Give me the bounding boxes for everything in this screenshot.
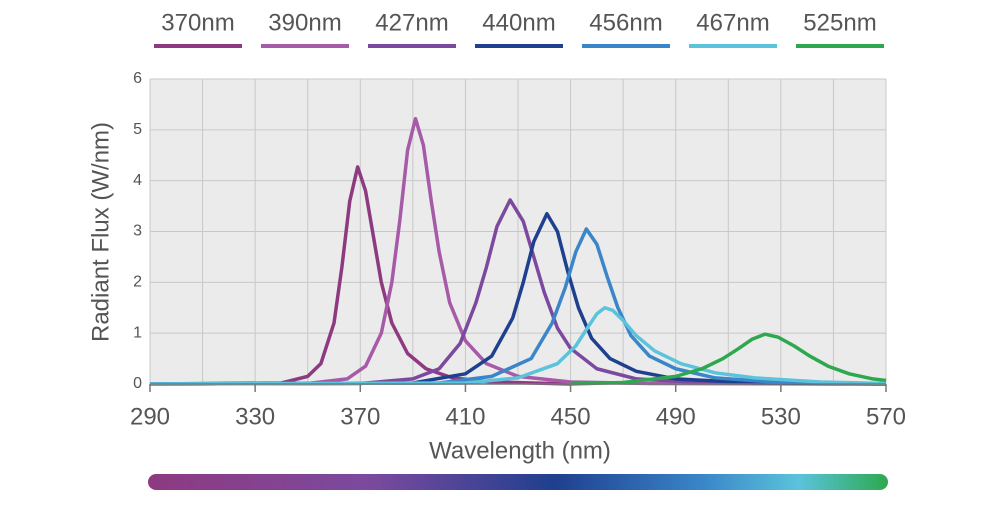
x-tick-label: 370 <box>340 403 380 430</box>
legend-label: 525nm <box>803 9 876 36</box>
y-tick-label: 4 <box>133 172 142 189</box>
legend-label: 370nm <box>161 9 234 36</box>
x-tick-label: 410 <box>445 403 485 430</box>
y-tick-label: 1 <box>133 324 142 341</box>
y-tick-label: 3 <box>133 223 142 240</box>
y-axis-label: Radiant Flux (W/nm) <box>87 122 114 342</box>
x-tick-label: 290 <box>130 403 170 430</box>
x-tick-label: 490 <box>656 403 696 430</box>
spectrum-bar <box>148 474 888 490</box>
legend-label: 456nm <box>589 9 662 36</box>
legend-label: 440nm <box>482 9 555 36</box>
legend-label: 427nm <box>375 9 448 36</box>
x-axis-label: Wavelength (nm) <box>429 437 611 464</box>
legend-label: 467nm <box>696 9 769 36</box>
y-tick-label: 0 <box>133 375 142 392</box>
series-line <box>149 211 887 386</box>
y-tick-label: 5 <box>133 121 142 138</box>
x-tick-label: 330 <box>235 403 275 430</box>
y-tick-label: 2 <box>133 274 142 291</box>
y-tick-label: 6 <box>133 70 142 87</box>
x-tick-label: 450 <box>551 403 591 430</box>
x-tick-label: 570 <box>866 403 906 430</box>
x-tick-label: 530 <box>761 403 801 430</box>
series-line <box>149 306 887 386</box>
series-line <box>149 198 887 386</box>
series-line <box>570 332 887 386</box>
legend-label: 390nm <box>268 9 341 36</box>
